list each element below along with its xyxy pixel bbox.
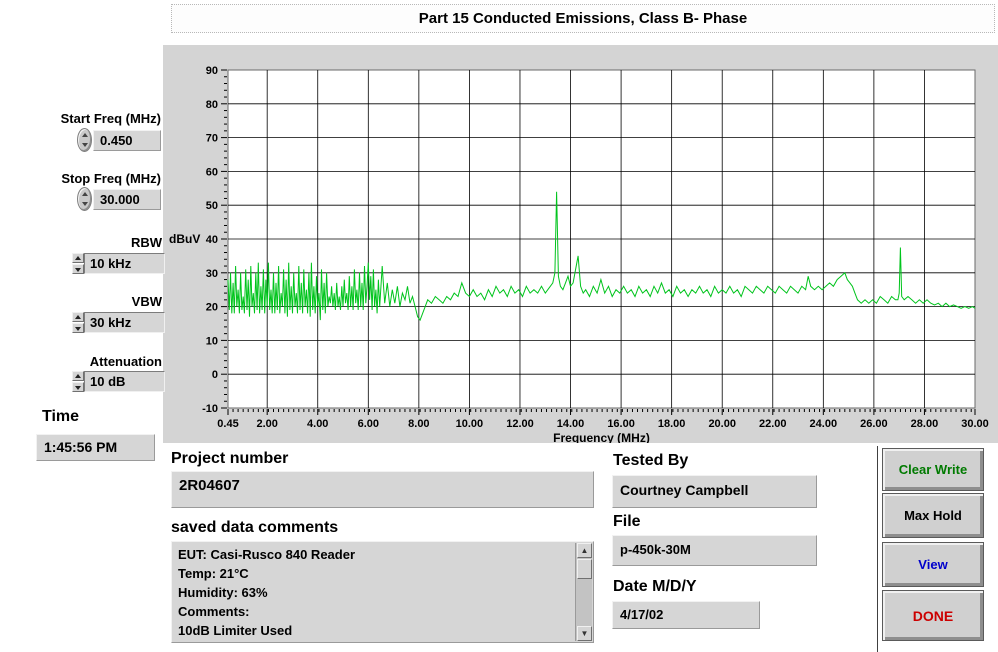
emissions-trace [227, 191, 976, 322]
done-button[interactable]: DONE [882, 590, 984, 641]
date-input[interactable]: 4/17/02 [612, 601, 760, 629]
page-title: Part 15 Conducted Emissions, Class B- Ph… [418, 10, 748, 27]
attenuation-label: Attenuation [89, 354, 162, 369]
scroll-up-icon[interactable]: ▲ [577, 543, 592, 558]
file-input[interactable]: p-450k-30M [612, 535, 817, 566]
y-axis-label: dBuV [169, 232, 200, 246]
vbw-down-arrow-icon[interactable] [72, 323, 84, 333]
x-tick-label: 24.00 [810, 418, 838, 430]
saved-data-comments-box[interactable]: EUT: Casi-Rusco 840 Reader Temp: 21°C Hu… [171, 541, 594, 643]
stop-freq-increment-knob[interactable] [77, 187, 92, 211]
y-tick-label: 60 [206, 166, 218, 178]
tested-by-label: Tested By [613, 452, 689, 469]
x-tick-label: 20.00 [708, 418, 736, 430]
attenuation-select[interactable]: 10 dB [84, 371, 165, 392]
comments-scrollbar[interactable]: ▲ ▼ [575, 543, 592, 641]
stop-freq-input[interactable]: 30.000 [93, 189, 161, 210]
saved-data-comments-label: saved data comments [171, 519, 339, 536]
scrollbar-thumb[interactable] [577, 559, 592, 579]
chart-panel: 0.45 2.00 4.00 6.00 8.00 10.00 12.00 14.00 16.00… [163, 45, 998, 445]
y-tick-label: 40 [206, 234, 218, 246]
start-freq-label: Start Freq (MHz) [60, 111, 161, 126]
rbw-spinner[interactable] [72, 253, 84, 274]
title-panel: Part 15 Conducted Emissions, Class B- Ph… [171, 4, 995, 33]
vbw-spinner[interactable] [72, 312, 84, 333]
x-tick-label: 18.00 [658, 418, 686, 430]
saved-data-comments-text[interactable]: EUT: Casi-Rusco 840 Reader Temp: 21°C Hu… [178, 547, 356, 638]
attenuation-down-arrow-icon[interactable] [72, 382, 84, 392]
x-tick-label: 22.00 [759, 418, 787, 430]
project-number-input[interactable]: 2R04607 [171, 471, 594, 508]
time-label: Time [42, 408, 80, 425]
start-freq-increment-knob[interactable] [77, 128, 92, 152]
x-tick-label: 2.00 [256, 418, 277, 430]
stop-freq-label: Stop Freq (MHz) [61, 171, 161, 186]
file-label: File [613, 513, 641, 530]
time-value: 1:45:56 PM [36, 434, 155, 461]
clear-write-button[interactable]: Clear Write [882, 448, 984, 491]
y-tick-label: -10 [202, 403, 218, 415]
rbw-label: RBW [130, 235, 162, 250]
x-tick-label: 0.45 [217, 418, 238, 430]
date-label: Date M/D/Y [613, 578, 697, 595]
scroll-down-icon[interactable]: ▼ [577, 626, 592, 641]
x-tick-label: 30.00 [961, 418, 989, 430]
x-tick-label: 12.00 [506, 418, 534, 430]
x-tick-label: 16.00 [607, 418, 635, 430]
view-button[interactable]: View [882, 542, 984, 587]
x-tick-label: 26.00 [860, 418, 888, 430]
x-tick-label: 4.00 [307, 418, 328, 430]
start-freq-input[interactable]: 0.450 [93, 130, 161, 151]
vbw-up-arrow-icon[interactable] [72, 312, 84, 322]
x-axis-label: Frequency (MHz) [553, 431, 650, 443]
vbw-select[interactable]: 30 kHz [84, 312, 165, 333]
y-tick-label: 30 [206, 268, 218, 280]
tested-by-input[interactable]: Courtney Campbell [612, 475, 817, 508]
project-number-label: Project number [171, 450, 289, 467]
emissions-plot: 0.45 2.00 4.00 6.00 8.00 10.00 12.00 14.00 16.00… [169, 65, 989, 445]
y-tick-label: 0 [212, 369, 218, 381]
attenuation-spinner[interactable] [72, 371, 84, 392]
y-tick-label: 10 [206, 335, 218, 347]
y-tick-label: 50 [206, 200, 218, 212]
y-tick-label: 70 [206, 133, 218, 145]
buttons-divider [877, 446, 878, 652]
y-tick-label: 80 [206, 99, 218, 111]
x-tick-label: 10.00 [456, 418, 484, 430]
attenuation-up-arrow-icon[interactable] [72, 371, 84, 381]
rbw-select[interactable]: 10 kHz [84, 253, 165, 274]
y-tick-label: 90 [206, 65, 218, 77]
y-tick-label: 20 [206, 302, 218, 314]
x-tick-label: 28.00 [911, 418, 939, 430]
rbw-down-arrow-icon[interactable] [72, 264, 84, 274]
x-tick-label: 8.00 [408, 418, 429, 430]
vbw-label: VBW [131, 294, 162, 309]
rbw-up-arrow-icon[interactable] [72, 253, 84, 263]
x-tick-label: 6.00 [358, 418, 379, 430]
max-hold-button[interactable]: Max Hold [882, 493, 984, 538]
x-tick-label: 14.00 [557, 418, 585, 430]
